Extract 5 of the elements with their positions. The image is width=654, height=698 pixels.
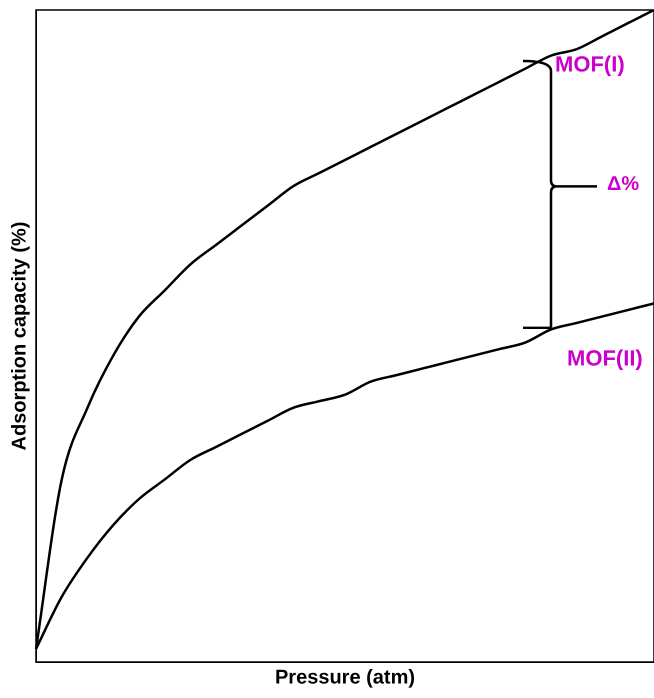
series-label: MOF(II) [567, 346, 643, 371]
x-axis-title: Pressure (atm) [274, 666, 416, 689]
annotation: Δ% [607, 173, 640, 196]
series-label: MOF(I) [555, 52, 625, 77]
y-axis-title: Adsorption capacity (%) [8, 222, 31, 450]
